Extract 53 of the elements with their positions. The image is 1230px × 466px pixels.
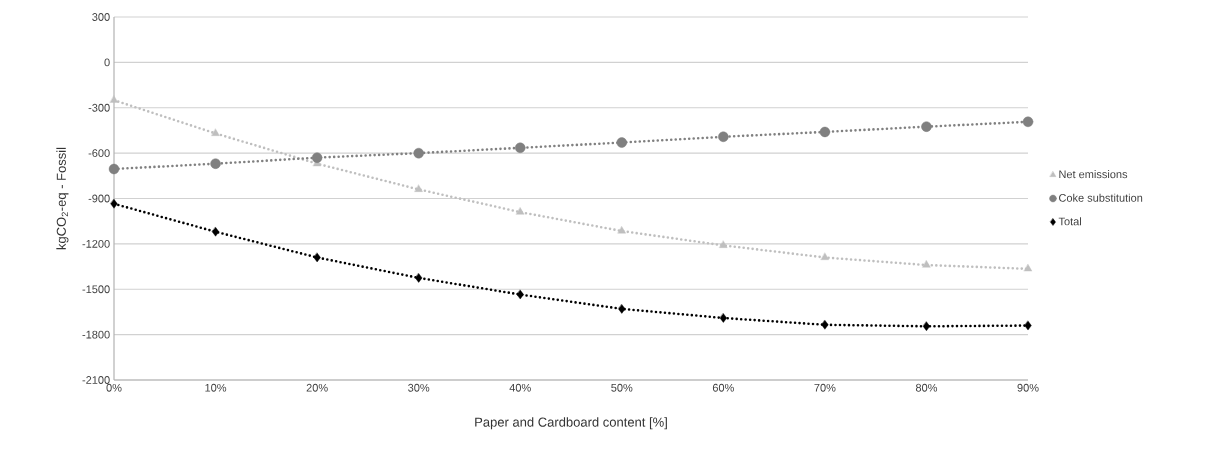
point [109, 95, 119, 103]
point [313, 252, 321, 263]
x-tick-label: 60% [712, 383, 734, 392]
x-tick-label: 20% [306, 383, 328, 392]
point [617, 226, 626, 234]
point [516, 289, 524, 300]
point [922, 321, 931, 331]
legend-label: Net emissions [1059, 170, 1128, 179]
legend-label: Coke substitution [1059, 193, 1143, 202]
point [110, 199, 118, 209]
point [211, 227, 220, 237]
point [819, 126, 831, 138]
point [211, 128, 220, 136]
y-tick-label: -300 [88, 103, 110, 112]
x-tick-label: 0% [106, 383, 122, 392]
point [821, 320, 829, 330]
x-tick-label: 30% [408, 383, 430, 392]
point [108, 163, 120, 175]
point [719, 313, 727, 323]
point [616, 137, 627, 148]
y-tick-label: 300 [92, 13, 110, 21]
point [1024, 320, 1032, 331]
y-tick-label: -600 [88, 149, 110, 158]
point [921, 121, 932, 132]
y-tick-label: -1200 [82, 239, 110, 248]
point [414, 184, 423, 192]
point [718, 131, 729, 142]
point [618, 304, 626, 314]
y-tick-label: -1500 [82, 285, 110, 294]
x-tick-label: 70% [814, 383, 836, 392]
x-tick-label: 40% [509, 383, 531, 392]
y-tick-label: 0 [104, 58, 110, 67]
y-tick-label: -1800 [82, 330, 110, 339]
point [1022, 116, 1034, 128]
point [922, 260, 931, 268]
x-tick-label: 10% [205, 383, 227, 392]
x-tick-label: 90% [1017, 383, 1039, 392]
y-tick-label: -2100 [82, 376, 110, 384]
point [515, 142, 526, 154]
point [719, 240, 728, 248]
x-tick-label: 50% [611, 383, 633, 392]
point [413, 147, 424, 159]
point [820, 252, 829, 260]
point [516, 207, 525, 215]
point [311, 152, 323, 163]
point [1023, 264, 1033, 272]
y-tick-label: -900 [88, 194, 110, 203]
point [210, 158, 221, 169]
y-axis-title: kgCO$_{2}$-eq - Fossil [56, 147, 69, 250]
x-tick-label: 80% [915, 383, 938, 392]
x-axis-title: Paper and Cardboard content [%] [475, 417, 667, 430]
point [415, 273, 423, 283]
legend-label: Total [1058, 217, 1081, 226]
